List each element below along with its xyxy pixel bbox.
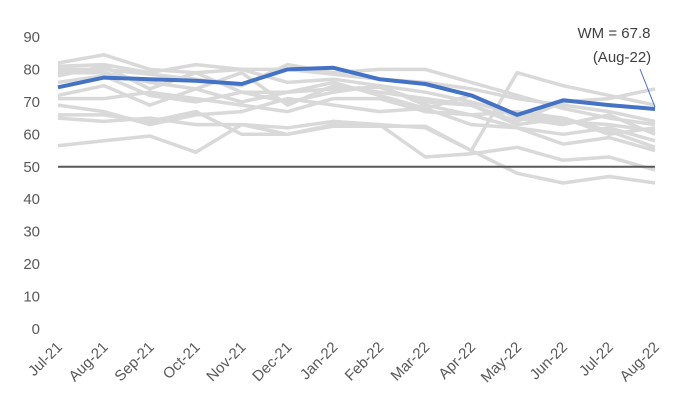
x-tick-label: Dec-21	[249, 339, 295, 385]
y-tick-label: 30	[23, 224, 40, 241]
background-series-line-8	[58, 90, 656, 149]
x-axis-ticks: Jul-21 Aug-21 Sep-21 Oct-21 Nov-21 Dec-21 Jan-…	[25, 339, 663, 386]
background-series-group	[57, 53, 656, 185]
background-series-line-9	[57, 96, 656, 153]
annotation-line-2: (Aug-22)	[593, 49, 651, 66]
background-series-line-11	[57, 116, 656, 185]
background-series-line-7	[57, 83, 656, 137]
y-tick-label: 20	[23, 256, 40, 273]
annotation-group: WM = 67.8 (Aug-22)	[578, 25, 656, 108]
background-series-line-12	[57, 70, 656, 154]
y-tick-label: 90	[23, 29, 40, 46]
x-tick-label: Oct-21	[160, 339, 204, 383]
annotation-leader-line	[639, 68, 656, 108]
y-tick-label: 10	[23, 289, 40, 306]
x-tick-label: Jun-22	[527, 339, 571, 383]
x-tick-label: Sep-21	[111, 339, 157, 385]
y-tick-label: 80	[23, 61, 40, 78]
annotation-line-1: WM = 67.8	[578, 25, 651, 42]
highlight-series-line	[57, 65, 656, 117]
x-tick-label: Jul-21	[25, 339, 66, 380]
y-tick-label: 60	[23, 126, 40, 143]
y-tick-label: 0	[32, 321, 40, 338]
x-tick-label: Nov-21	[203, 339, 249, 385]
x-tick-label: Feb-22	[342, 339, 388, 385]
x-tick-label: Aug-21	[66, 339, 112, 385]
x-tick-label: Mar-22	[388, 339, 434, 385]
highlight-series-group	[57, 65, 656, 117]
x-tick-label: Jul-22	[576, 339, 617, 380]
x-tick-label: Aug-22	[617, 339, 663, 385]
y-tick-label: 50	[23, 159, 40, 176]
y-axis-ticks: 0 10 20 30 40 50 60 70 80 90	[23, 29, 40, 338]
y-tick-label: 40	[23, 191, 40, 208]
x-tick-label: Jan-22	[297, 339, 341, 383]
x-tick-label: May-22	[478, 339, 525, 386]
y-tick-label: 70	[23, 94, 40, 111]
x-tick-label: Apr-22	[435, 339, 479, 383]
